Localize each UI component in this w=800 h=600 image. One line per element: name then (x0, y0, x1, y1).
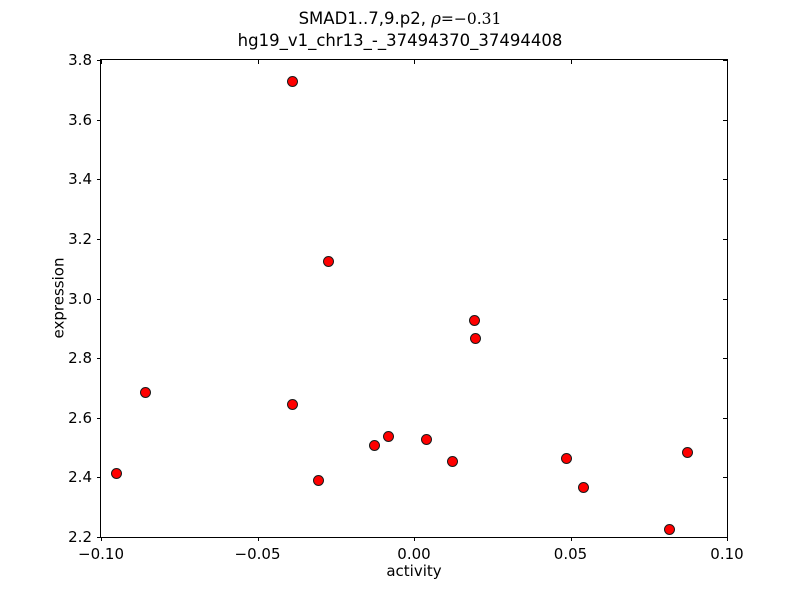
y-axis-tick-label: 3.4 (68, 170, 92, 189)
scatter-point (323, 255, 335, 267)
x-axis-tick-label: 0.10 (710, 545, 744, 563)
scatter-point (312, 474, 324, 486)
x-axis-tick (414, 537, 415, 541)
scatter-point (560, 453, 572, 465)
y-axis-tick (97, 417, 101, 419)
scatter-point (421, 434, 433, 446)
plot-axes: 2.2 2.4 2.6 2.8 3.0 3.2 3.4 3.6 3.8 −0.10 −0.05 0.0… (68, 51, 744, 563)
y-axis-tick (97, 119, 101, 121)
x-axis-tick-label: 0.05 (553, 545, 588, 563)
y-axis-tick-label: 3.2 (68, 229, 92, 248)
chart-title-line-2: hg19_v1_chr13_-_37494370_37494408 (237, 31, 563, 50)
y-axis-tick-label: 3.6 (68, 110, 92, 129)
x-axis-tick (257, 537, 259, 541)
y-axis-tick (97, 358, 101, 360)
y-axis-tick-label: 2.8 (68, 349, 92, 368)
y-axis-tick (97, 238, 101, 240)
scatter-point (577, 481, 589, 493)
y-axis-tick (97, 60, 101, 61)
scatter-point (663, 524, 675, 536)
y-axis-tick-right (723, 298, 727, 300)
chart-title: SMAD1..7,9.p2, ρ=−0.31 hg19_v1_chr13_-_3… (0, 8, 800, 52)
scatter-point (682, 446, 694, 458)
y-axis-tick-label: 2.2 (68, 528, 92, 546)
x-axis-tick-top (727, 60, 728, 64)
y-axis-tick-right (723, 119, 727, 121)
scatter-point (369, 440, 381, 452)
x-axis-tick (101, 537, 102, 541)
x-axis-label: activity (386, 562, 442, 580)
y-axis-tick (97, 179, 101, 181)
x-axis-tick-top (570, 60, 572, 64)
x-axis-tick (570, 537, 572, 541)
x-axis-tick-label: 0.00 (397, 545, 431, 563)
x-axis-tick (727, 537, 728, 541)
x-axis-tick-label: −0.05 (234, 545, 281, 563)
x-axis-tick-label: −0.10 (78, 545, 124, 563)
y-axis-tick-right (723, 60, 727, 61)
x-axis-tick-top (257, 60, 259, 64)
y-axis-tick-right (723, 358, 727, 360)
y-axis-label: expression (49, 257, 68, 339)
y-axis-tick-right (723, 179, 727, 181)
y-axis-tick-label: 2.6 (68, 408, 92, 427)
y-axis-tick (97, 477, 101, 479)
scatter-point (446, 456, 458, 468)
y-axis-tick-right (723, 417, 727, 419)
y-axis-tick-label: 3.0 (68, 289, 92, 308)
y-axis-tick-right (723, 238, 727, 240)
chart-title-line-1: SMAD1..7,9.p2, ρ=−0.31 (0, 8, 800, 30)
scatter-point (110, 467, 122, 479)
scatter-point (286, 76, 298, 88)
scatter-point (469, 315, 481, 327)
scatter-point (140, 387, 152, 398)
y-axis-tick-label: 2.4 (68, 468, 92, 487)
x-axis-tick-top (414, 60, 415, 64)
scatter-point (382, 431, 394, 443)
x-axis-tick-top (101, 60, 102, 64)
y-axis-tick (97, 298, 101, 300)
rho-symbol: ρ (431, 9, 441, 28)
y-axis-tick-right (723, 477, 727, 479)
rho-value: =−0.31 (440, 10, 502, 28)
plot-data-area (101, 60, 727, 537)
y-axis-tick-right (723, 537, 727, 538)
chart-title-motif: SMAD1..7,9.p2, (298, 9, 432, 28)
scatter-point (286, 398, 298, 410)
scatter-point (470, 332, 482, 344)
y-axis-tick-label: 3.8 (68, 51, 92, 69)
y-axis-tick (97, 537, 101, 538)
